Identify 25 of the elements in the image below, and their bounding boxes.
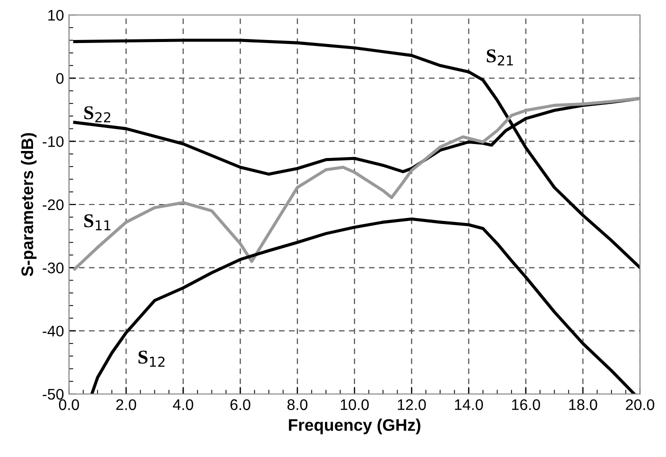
annotation: S$_{21}$ — [486, 49, 513, 66]
x-tick-label: 0.0 — [58, 399, 80, 410]
y-tick-label: -10 — [42, 136, 64, 148]
x-tick-label: 6.0 — [230, 399, 250, 410]
annotation: S$_{11}$ — [84, 214, 110, 230]
y-tick-label: 10 — [48, 10, 64, 21]
y-tick-label: -40 — [42, 326, 64, 337]
y-tick-label: 0 — [56, 73, 64, 84]
annotation: S$_{22}$ — [84, 106, 110, 122]
y-tick-label: -20 — [42, 199, 64, 210]
y-axis-title: S-parameters (dB) — [20, 133, 37, 276]
x-tick-label: 8.0 — [287, 399, 308, 410]
x-tick-label: 18.0 — [569, 399, 598, 410]
line-series — [73, 96, 640, 270]
x-tick-label: 2.0 — [116, 399, 136, 410]
x-tick-label: 10.0 — [340, 399, 369, 410]
y-tick-label: -50 — [42, 388, 64, 400]
annotation: S$_{12}$ — [138, 350, 164, 367]
y-tick-label: -30 — [42, 262, 64, 274]
x-axis-title: Frequency (GHz) — [288, 418, 420, 434]
x-tick-label: 4.0 — [172, 399, 194, 410]
x-tick-label: 12.0 — [398, 399, 426, 410]
x-tick-label: 20.0 — [626, 399, 654, 410]
x-tick-label: 16.0 — [512, 399, 540, 410]
x-tick-label: 14.0 — [455, 399, 483, 410]
